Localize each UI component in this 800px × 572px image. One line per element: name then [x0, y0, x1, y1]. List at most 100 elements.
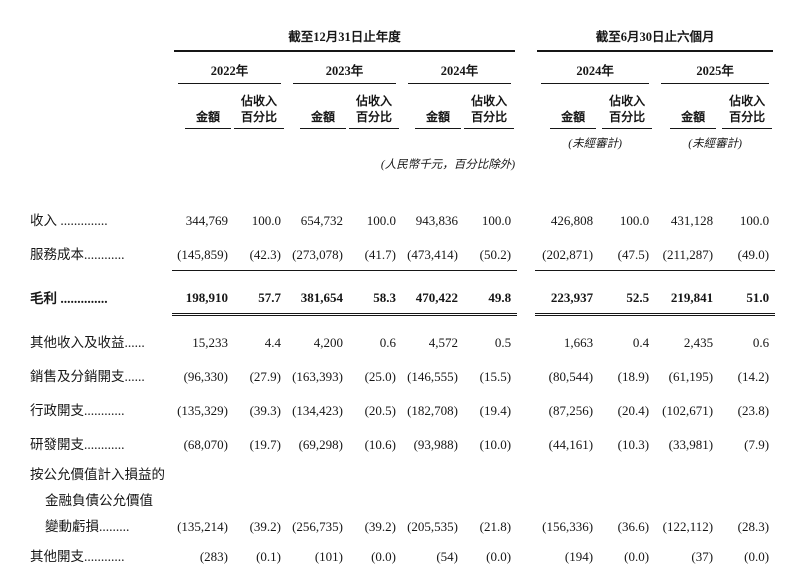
- row-label: 毛利 ..............: [30, 291, 108, 307]
- column-gap: [517, 270, 535, 314]
- cell-value: (20.5): [364, 403, 396, 419]
- column-gap: [517, 512, 535, 538]
- cell-value: [402, 486, 464, 512]
- cell-value: [719, 460, 775, 486]
- cell-value: 4.4: [264, 335, 281, 351]
- period-title-annual: 截至12月31日止年度: [174, 26, 516, 52]
- cell-value: 943,836: [415, 213, 458, 229]
- cell-value: 58.3: [349, 270, 402, 316]
- cell-value: (39.2): [249, 519, 281, 535]
- column-gap: [517, 358, 535, 392]
- col-header-pct: 佔收入 百分比: [234, 84, 287, 130]
- table-body: 收入 .............. 344,769 100.0 654,732 100.…: [30, 202, 776, 572]
- cell-value: (202,871): [535, 236, 600, 271]
- cell-value: (134,423): [292, 403, 343, 419]
- cell-value: (156,336): [542, 519, 594, 535]
- cell-value: 381,654: [287, 270, 349, 316]
- col-header-pct: 佔收入 百分比: [349, 84, 402, 130]
- cell-value: 223,937: [535, 270, 600, 316]
- table-row: 按公允價值計入損益的: [30, 460, 775, 486]
- row-label: 研發開支............: [30, 437, 125, 453]
- cell-value: 431,128: [670, 213, 714, 229]
- cell-value: [234, 486, 287, 512]
- row-label: 行政開支............: [30, 403, 125, 419]
- period-title-interim: 截至6月30日止六個月: [537, 26, 774, 52]
- cell-value: (0.0): [624, 549, 650, 565]
- cell-value: 426,808: [550, 213, 594, 229]
- col-header-amount: 金額: [655, 84, 719, 130]
- cell-value: (163,393): [292, 369, 343, 385]
- column-gap: [517, 26, 535, 52]
- cell-value: (21.8): [479, 519, 512, 535]
- cell-value: [599, 460, 655, 486]
- cell-value: 49.8: [464, 270, 518, 316]
- table-row: 金融負債公允價值: [30, 486, 775, 512]
- cell-value: [535, 486, 599, 512]
- cell-value: (18.9): [617, 369, 650, 385]
- col-header-amount: 金額: [287, 84, 349, 130]
- cell-value: (54): [436, 549, 458, 565]
- cell-value: (39.3): [249, 403, 281, 419]
- cell-value: 15,233: [192, 335, 228, 351]
- cell-value: (273,078): [287, 236, 349, 271]
- cell-value: (256,735): [292, 519, 343, 535]
- cell-value: (19.7): [249, 437, 281, 453]
- cell-value: 0.5: [494, 335, 512, 351]
- cell-value: 57.7: [234, 270, 287, 316]
- column-gap: [517, 426, 535, 460]
- table-row: 服務成本............ (145,859) (42.3) (273,078)…: [30, 236, 776, 271]
- year-header-row: 2022年 2023年 2024年 2024年 2025年: [30, 52, 775, 84]
- year-header-2022: 2022年: [172, 52, 287, 84]
- spacer-cell: [30, 26, 172, 52]
- col-header-amount: 金額: [402, 84, 464, 130]
- cell-value: 654,732: [300, 213, 343, 229]
- cell-value: (61,195): [668, 369, 714, 385]
- table-row: 變動虧損......... (135,214) (39.2) (256,735) (39…: [30, 512, 775, 538]
- cell-value: (41.7): [349, 236, 402, 271]
- cell-value: 470,422: [402, 270, 464, 316]
- column-gap: [517, 460, 535, 486]
- cell-value: (146,555): [407, 369, 458, 385]
- cell-value: (68,070): [183, 437, 228, 453]
- cell-value: (93,988): [413, 437, 458, 453]
- year-header-2025-interim: 2025年: [655, 52, 775, 84]
- cell-value: (19.4): [479, 403, 512, 419]
- financial-table: 截至12月31日止年度 截至6月30日止六個月 2022年 2023年 2024…: [30, 26, 776, 572]
- cell-value: [464, 460, 517, 486]
- cell-value: (10.0): [479, 437, 512, 453]
- cell-value: [655, 460, 719, 486]
- row-label: 銷售及分銷開支......: [30, 369, 145, 385]
- cell-value: (10.3): [617, 437, 650, 453]
- cell-value: [287, 460, 349, 486]
- cell-value: [599, 486, 655, 512]
- table-row: 研發開支............ (68,070) (19.7) (69,298) (1…: [30, 426, 775, 460]
- row-label: 收入 ..............: [30, 213, 108, 229]
- cell-value: (20.4): [617, 403, 650, 419]
- cell-value: (0.0): [486, 549, 512, 565]
- spacer-cell: [535, 151, 775, 202]
- period-header-row: 截至12月31日止年度 截至6月30日止六個月: [30, 26, 775, 52]
- cell-value: (182,708): [407, 403, 458, 419]
- cell-value: (0.0): [371, 549, 396, 565]
- cell-value: 0.6: [379, 335, 396, 351]
- column-gap: [517, 84, 535, 129]
- column-gap: [517, 202, 535, 236]
- year-header-2024: 2024年: [402, 52, 517, 84]
- cell-value: (47.5): [599, 236, 656, 271]
- column-gap: [517, 151, 535, 202]
- col-header-row: 金額 佔收入 百分比 金額 佔收入 百分比 金額 佔收入 百分比 金額 佔收入 …: [30, 84, 775, 130]
- cell-value: [402, 460, 464, 486]
- cell-value: [234, 460, 287, 486]
- cell-value: (283): [199, 549, 228, 565]
- row-label: 變動虧損.........: [45, 519, 130, 535]
- cell-value: 219,841: [655, 270, 720, 316]
- unaudited-row: (未經審計) (未經審計): [30, 129, 775, 151]
- cell-value: (102,671): [662, 403, 714, 419]
- table-row: 毛利 .............. 198,910 57.7 381,654 58.3 4…: [30, 270, 776, 316]
- col-header-amount: 金額: [535, 84, 599, 130]
- cell-value: (0.1): [256, 549, 281, 565]
- cell-value: 198,910: [172, 270, 234, 316]
- cell-value: 4,572: [428, 335, 458, 351]
- cell-value: 100.0: [251, 213, 281, 229]
